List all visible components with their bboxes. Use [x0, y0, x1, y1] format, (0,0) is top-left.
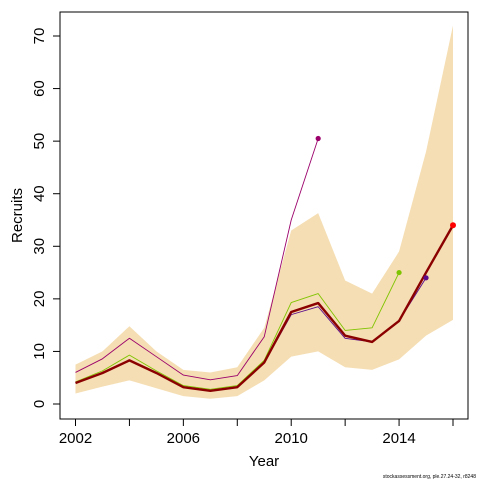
- series-line-3: [75, 224, 455, 393]
- axes: 2002 2006 2010 2014 0 10 20 30 40 50 60 70: [31, 28, 454, 447]
- x-tick-label: 2002: [59, 430, 92, 447]
- series-end-point-0: [315, 135, 321, 142]
- source-footnote: stockassessment.org, ple.27.24-32, r8248: [383, 474, 476, 480]
- y-tick-label: 50: [31, 133, 48, 150]
- y-tick-label: 0: [31, 400, 48, 408]
- series-layer: [75, 138, 455, 393]
- x-tick-label: 2006: [167, 430, 200, 447]
- y-tick-label: 70: [31, 28, 48, 45]
- x-axis-title: Year: [249, 453, 279, 470]
- plot-frame: [59, 11, 469, 420]
- y-tick-label: 60: [31, 80, 48, 97]
- series-end-point-1: [396, 269, 402, 276]
- y-tick-label: 30: [31, 238, 48, 255]
- series-line-0: [75, 138, 319, 381]
- series-end-point-3: [450, 222, 456, 229]
- confidence-band-layer: [75, 25, 453, 399]
- series-end-point-2: [423, 275, 429, 281]
- confidence-band: [75, 25, 453, 399]
- y-tick-label: 20: [31, 291, 48, 308]
- x-tick-label: 2014: [382, 430, 415, 447]
- y-tick-label: 10: [31, 343, 48, 360]
- end-marker-layer: [315, 135, 456, 281]
- x-tick-label: 2010: [275, 430, 308, 447]
- y-tick-label: 40: [31, 185, 48, 202]
- y-axis-title: Recruits: [9, 188, 26, 243]
